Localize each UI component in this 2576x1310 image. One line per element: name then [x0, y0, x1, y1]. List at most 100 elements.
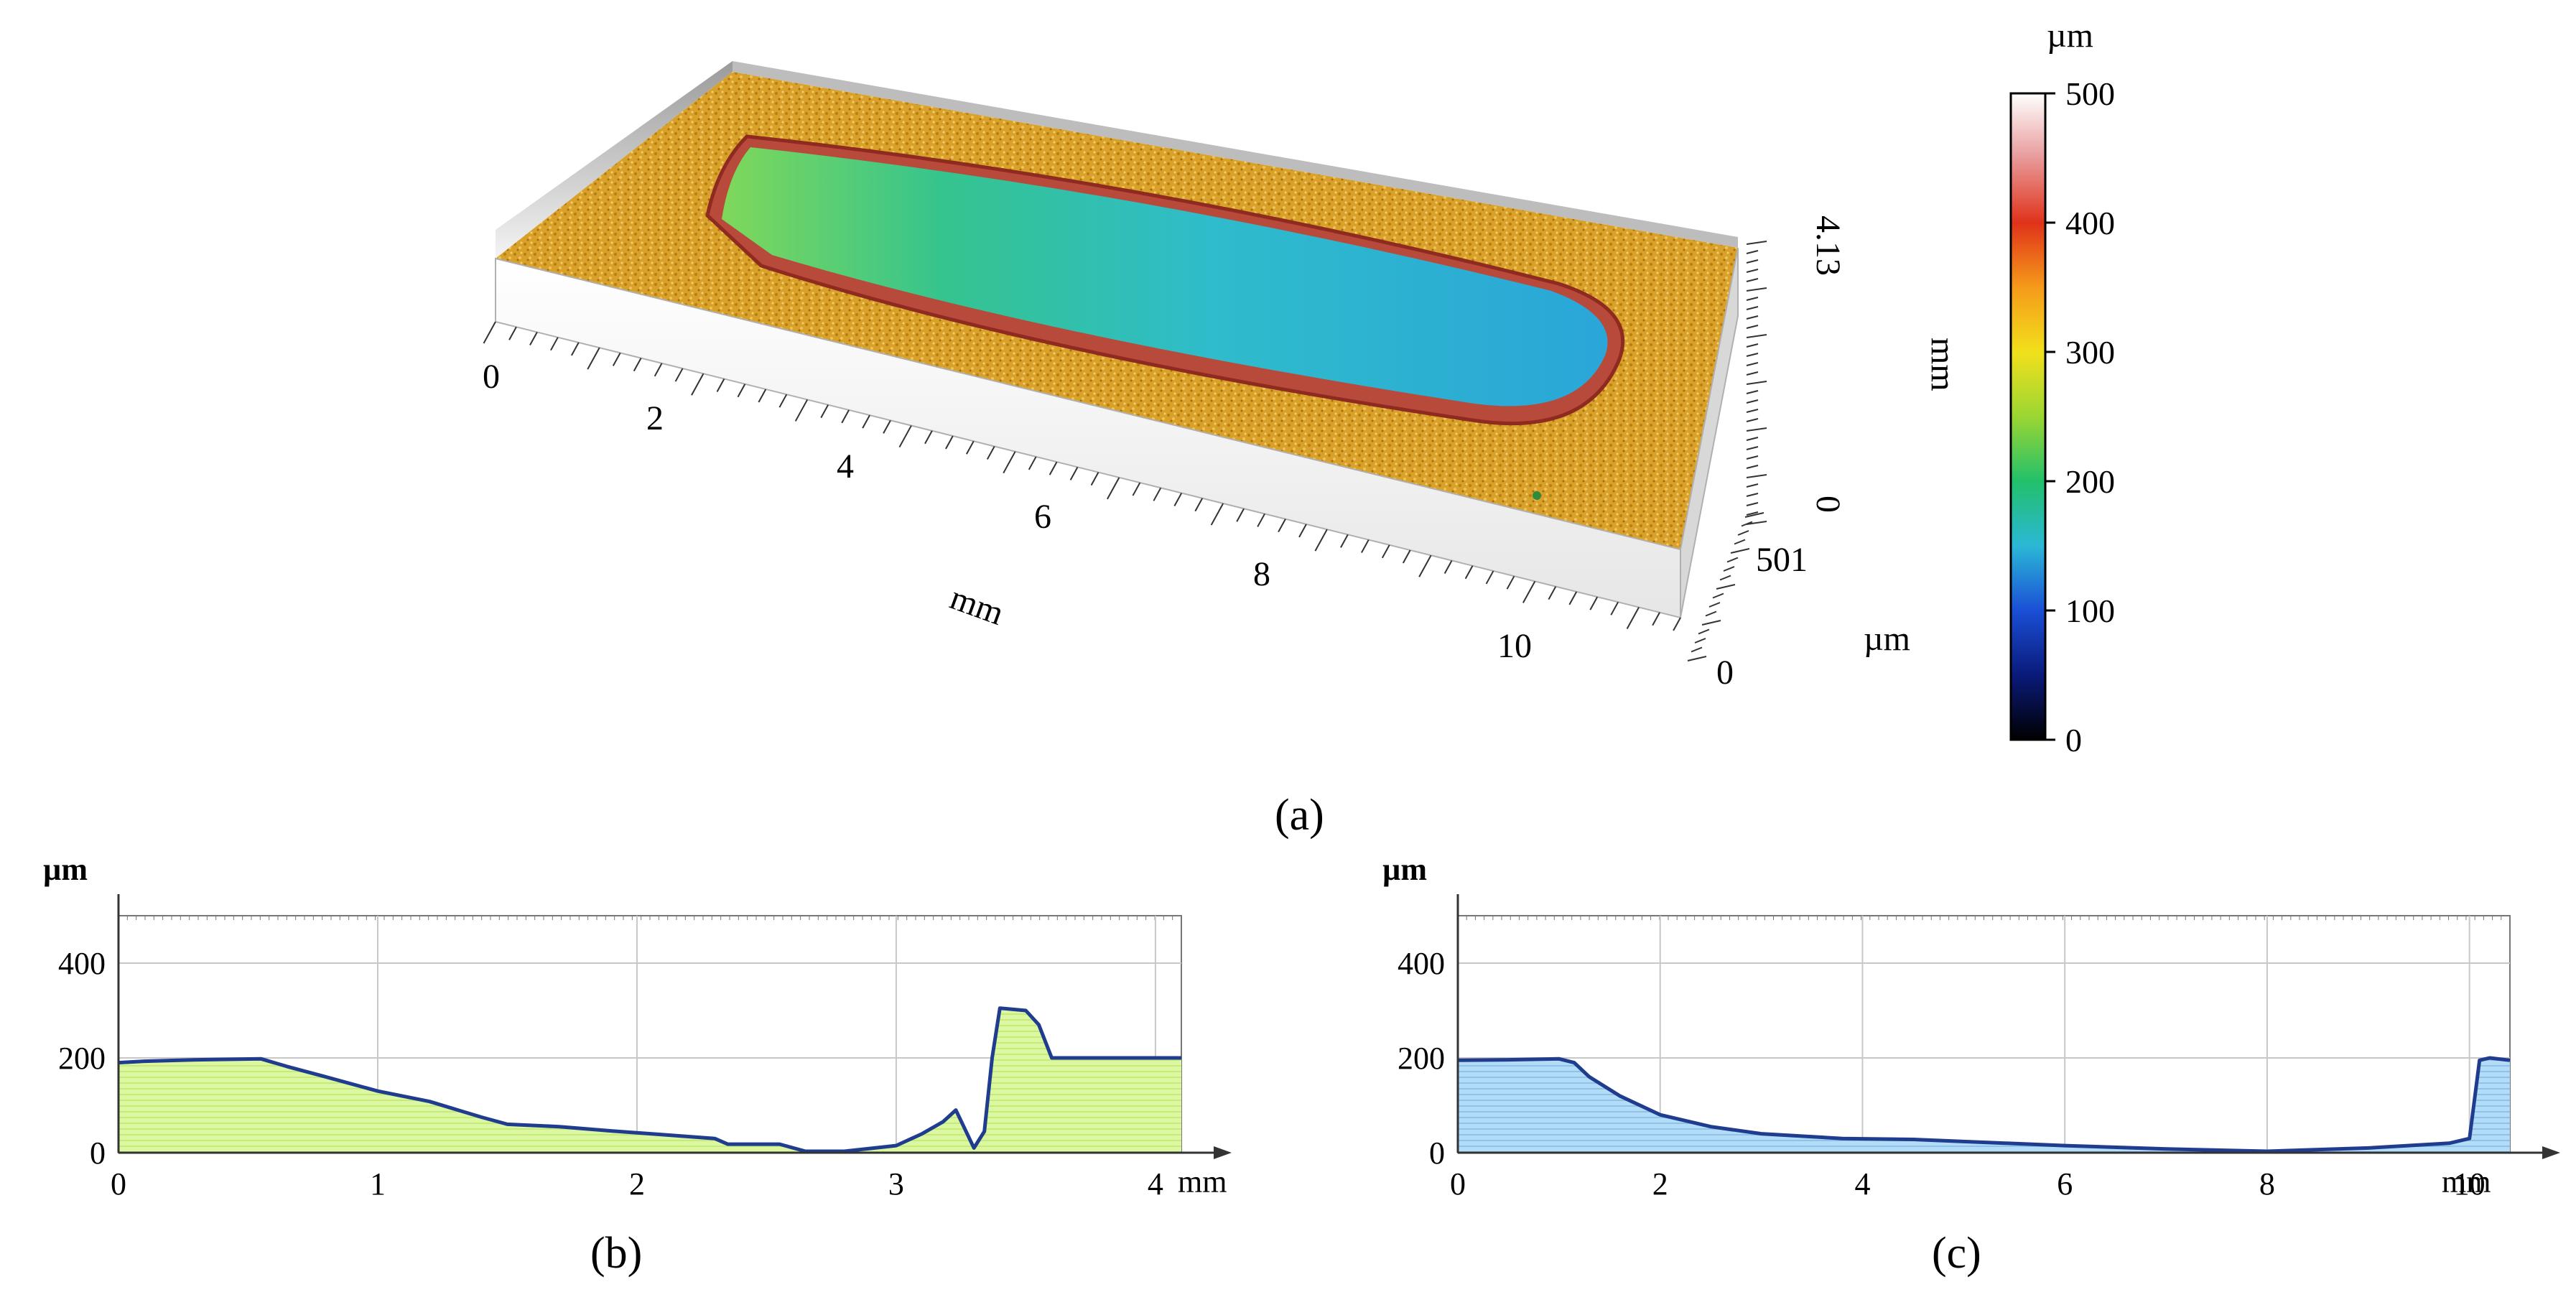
chart-c-x-tick-label-0: 0 — [1450, 1166, 1466, 1202]
chart-b-profile-line — [118, 1006, 1181, 1153]
x-tick-mark — [716, 378, 725, 392]
pocket-floor — [722, 147, 1608, 407]
chart-b-y-tick-label-400: 400 — [58, 946, 106, 981]
chart-b-x-tick-label-2: 2 — [629, 1166, 645, 1202]
chart-b-x-tick-label-1: 1 — [370, 1166, 386, 1202]
z-tick-mark — [1730, 548, 1750, 554]
chart-c-x-axis-arrow — [2542, 1146, 2560, 1159]
colorbar-unit: µm — [2047, 17, 2093, 55]
x-tick-mark — [1340, 534, 1349, 548]
x-tick-mark — [1522, 580, 1536, 603]
chart-c-x-tick-label-10: 10 — [2454, 1166, 2486, 1202]
x-tick-mark — [966, 440, 975, 455]
y-tick-mark — [1746, 250, 1759, 254]
z-tick-mark — [1712, 593, 1724, 599]
y-tick-mark — [1746, 269, 1759, 273]
panel-label-c: (c) — [1932, 1229, 1981, 1278]
x-tick-mark — [1048, 461, 1058, 475]
y-tick-label-max: 4.13 — [1809, 215, 1847, 276]
y-tick-mark — [1746, 418, 1759, 422]
x-tick-mark — [1402, 549, 1411, 564]
x-tick-mark — [654, 363, 663, 377]
y-tick-mark — [1746, 371, 1759, 376]
x-tick-mark — [550, 337, 559, 351]
x-tick-mark — [1236, 508, 1245, 522]
z-tick-mark — [1705, 610, 1717, 617]
x-tick-mark — [758, 389, 767, 403]
z-tick-mark — [1698, 628, 1710, 635]
y-tick-mark — [1746, 297, 1759, 301]
x-tick-mark — [898, 425, 912, 448]
chart-c-y-tick-label-400: 400 — [1398, 946, 1445, 981]
z-tick-mark — [1734, 539, 1746, 545]
y-tick-mark — [1746, 334, 1767, 338]
chart-c-x-tick-label-2: 2 — [1652, 1166, 1668, 1202]
z-tick-mark — [1719, 575, 1731, 581]
x-tick-mark — [1298, 524, 1307, 538]
z-tick-mark — [1744, 512, 1764, 518]
x-tick-mark — [1626, 607, 1640, 630]
y-axis-title: mm — [1924, 338, 1962, 391]
x-tick-mark — [1548, 586, 1557, 600]
chart-c-x-tick-label-8: 8 — [2259, 1166, 2275, 1202]
panel-label-a: (a) — [1275, 791, 1324, 840]
y-tick-mark — [1746, 521, 1767, 525]
z-tick-mark — [1716, 584, 1736, 590]
x-tick-mark — [587, 347, 600, 370]
y-tick-mark — [1746, 381, 1767, 385]
x-tick-mark — [1485, 570, 1494, 585]
x-tick-mark — [1173, 493, 1183, 507]
x-tick-mark — [1652, 612, 1660, 626]
z-tick-mark — [1726, 557, 1739, 563]
x-axis-ticks — [483, 321, 1681, 631]
profile-chart-c: 0 2 4 6 8 10 0 200 400 µm mm (c) — [1382, 852, 2560, 1278]
chart-b-x-axis-arrow — [1214, 1146, 1232, 1159]
colorbar-gradient — [2009, 92, 2047, 741]
x-tick-mark — [1314, 529, 1328, 552]
x-tick-mark — [1464, 565, 1474, 580]
x-tick-mark — [1443, 560, 1453, 574]
x-tick-mark — [633, 358, 642, 372]
z-tick-mark — [1687, 656, 1707, 661]
x-tick-mark — [1107, 477, 1120, 500]
x-tick-mark — [1381, 544, 1390, 559]
y-tick-mark — [1746, 427, 1767, 432]
y-tick-label-min: 0 — [1809, 496, 1847, 513]
x-tick-mark — [483, 321, 496, 344]
y-tick-mark — [1746, 465, 1759, 469]
z-axis-title: µm — [1864, 620, 1910, 658]
y-tick-mark — [1746, 437, 1759, 441]
x-tick-mark — [1090, 472, 1099, 486]
chart-c-y-tick-label-0: 0 — [1429, 1135, 1445, 1171]
colorbar: µm 0 100 200 300 400 500 — [2009, 17, 2115, 758]
chart-c-profile-line — [1457, 1056, 2511, 1153]
chart-b-xlabel: mm — [1178, 1164, 1227, 1199]
y-tick-mark — [1746, 483, 1759, 488]
x-tick-label-0: 0 — [483, 358, 500, 396]
y-tick-mark — [1746, 362, 1759, 366]
chart-b-x-tick-label-3: 3 — [888, 1166, 904, 1202]
x-tick-mark — [841, 409, 850, 424]
x-tick-mark — [1028, 456, 1037, 470]
y-tick-mark — [1746, 409, 1759, 413]
x-tick-mark — [862, 414, 870, 429]
x-tick-mark — [1003, 451, 1016, 474]
z-axis-ticks — [1687, 512, 1764, 661]
x-tick-label-8: 8 — [1253, 555, 1270, 593]
colorbar-tick-label-400: 400 — [2065, 205, 2115, 241]
chart-c-ylabel: µm — [1382, 852, 1427, 887]
y-tick-mark — [1746, 343, 1759, 348]
y-tick-mark — [1746, 259, 1759, 264]
y-tick-mark — [1746, 315, 1759, 320]
x-tick-label-4: 4 — [837, 447, 854, 486]
x-tick-mark — [1610, 601, 1619, 615]
colorbar-tick-label-0: 0 — [2065, 722, 2082, 758]
profile-chart-b: 0 1 2 3 4 0 200 400 µm mm (b) — [43, 852, 1232, 1278]
x-tick-mark — [1673, 617, 1681, 631]
x-tick-mark — [924, 430, 933, 445]
colorbar-tick-label-300: 300 — [2065, 334, 2115, 371]
y-tick-mark — [1746, 502, 1759, 506]
chart-c-y-tick-label-200: 200 — [1398, 1041, 1445, 1076]
y-tick-mark — [1746, 455, 1759, 460]
